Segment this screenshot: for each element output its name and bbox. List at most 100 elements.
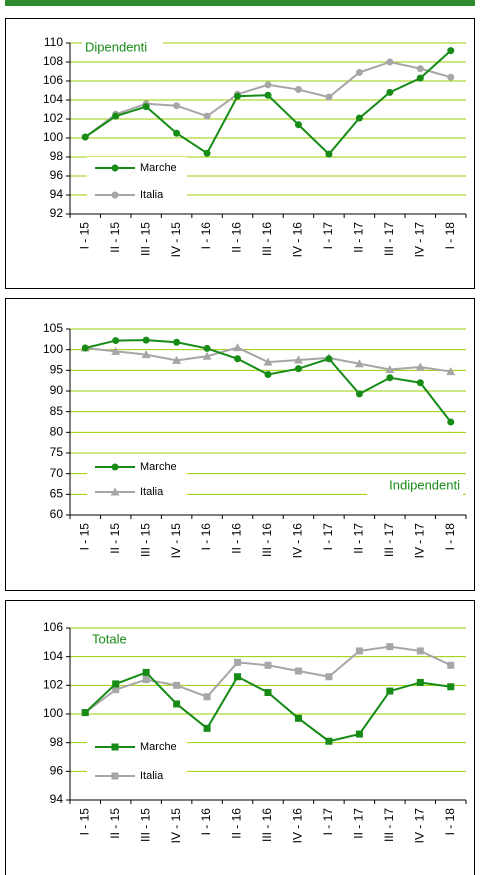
- data-point: [447, 47, 455, 55]
- data-point: [447, 683, 455, 691]
- data-point: [112, 337, 120, 345]
- data-point: [264, 91, 272, 99]
- data-point: [294, 86, 302, 94]
- y-tick-label: 98: [50, 735, 64, 749]
- legend-box: [87, 456, 187, 503]
- legend-label: Italia: [140, 189, 164, 201]
- legend-box: [87, 736, 187, 787]
- header-bar: [5, 0, 475, 6]
- legend-box: [87, 157, 187, 206]
- y-tick-label: 90: [50, 383, 64, 397]
- panel: [5, 18, 475, 289]
- data-point: [233, 343, 243, 352]
- x-tick-label: III - 15: [138, 808, 152, 842]
- x-tick-label: IV - 15: [169, 523, 183, 559]
- data-point: [203, 112, 211, 120]
- y-tick-label: 70: [50, 466, 64, 480]
- y-tick-label: 60: [50, 507, 64, 521]
- chart-title: Dipendenti: [85, 39, 147, 54]
- data-point: [142, 668, 150, 676]
- y-tick-label: 85: [50, 404, 64, 418]
- y-tick-label: 96: [50, 764, 64, 778]
- data-point: [264, 689, 272, 696]
- legend-marker: [110, 487, 120, 496]
- data-point: [173, 681, 181, 689]
- title-box: [89, 631, 140, 649]
- data-point: [203, 149, 211, 157]
- x-tick-label: I - 16: [199, 808, 213, 836]
- data-point: [355, 730, 363, 738]
- data-point: [385, 365, 395, 374]
- data-point: [202, 351, 212, 360]
- data-point: [416, 647, 424, 655]
- data-point: [264, 81, 272, 89]
- data-point: [112, 686, 120, 694]
- y-tick-label: 102: [43, 678, 63, 692]
- x-tick-label: II - 17: [352, 222, 366, 253]
- x-tick-label: I - 18: [443, 222, 457, 250]
- chart-title: Indipendenti: [389, 477, 460, 492]
- x-tick-label: II - 17: [352, 808, 366, 839]
- x-tick-label: III - 17: [382, 523, 396, 557]
- y-tick-label: 65: [50, 487, 64, 501]
- series-line: [84, 339, 452, 423]
- y-tick-label: 94: [50, 792, 64, 806]
- chart-title: Totale: [92, 631, 127, 646]
- data-point: [142, 336, 150, 344]
- data-point: [173, 102, 181, 110]
- data-point: [81, 709, 89, 717]
- data-point: [81, 133, 89, 141]
- data-point: [416, 379, 424, 387]
- data-point: [142, 103, 150, 111]
- data-point: [294, 365, 302, 373]
- legend-marker: [111, 463, 119, 471]
- data-point: [111, 346, 121, 355]
- data-point: [325, 150, 333, 158]
- y-tick-label: 104: [43, 92, 63, 106]
- x-tick-label: II - 15: [108, 523, 122, 554]
- data-point: [234, 92, 242, 100]
- data-point: [416, 74, 424, 82]
- data-point: [386, 374, 394, 382]
- data-point: [325, 737, 333, 745]
- data-point: [416, 65, 424, 73]
- data-point: [325, 93, 333, 101]
- x-tick-label: III - 16: [260, 222, 274, 256]
- x-tick-label: IV - 15: [169, 808, 183, 844]
- data-point: [355, 390, 363, 398]
- x-tick-label: III - 15: [138, 523, 152, 557]
- x-tick-label: I - 17: [321, 808, 335, 836]
- x-tick-label: I - 17: [321, 523, 335, 551]
- data-point: [386, 687, 394, 695]
- y-tick-label: 80: [50, 425, 64, 439]
- x-tick-label: I - 16: [199, 222, 213, 250]
- panel: [5, 600, 475, 875]
- x-tick-label: I - 18: [443, 523, 457, 551]
- data-point: [203, 724, 211, 732]
- data-point: [234, 355, 242, 363]
- y-tick-label: 106: [43, 620, 63, 634]
- x-tick-label: IV - 17: [412, 523, 426, 559]
- x-tick-label: II - 16: [230, 808, 244, 839]
- data-point: [447, 661, 455, 669]
- data-point: [386, 88, 394, 96]
- x-tick-label: III - 17: [382, 808, 396, 842]
- x-tick-label: II - 15: [108, 808, 122, 839]
- y-tick-label: 108: [43, 54, 63, 68]
- x-tick-label: II - 15: [108, 222, 122, 253]
- x-tick-label: III - 16: [260, 523, 274, 557]
- data-point: [355, 647, 363, 655]
- data-point: [325, 673, 333, 681]
- data-point: [294, 714, 302, 722]
- x-tick-label: I - 15: [77, 808, 91, 836]
- legend-marker: [111, 743, 119, 751]
- data-point: [203, 693, 211, 701]
- data-point: [293, 355, 303, 364]
- x-tick-label: I - 17: [321, 222, 335, 250]
- x-tick-label: III - 16: [260, 808, 274, 842]
- y-tick-label: 98: [50, 149, 64, 163]
- data-point: [354, 359, 364, 368]
- data-point: [263, 357, 273, 366]
- data-point: [203, 344, 211, 352]
- data-point: [416, 678, 424, 686]
